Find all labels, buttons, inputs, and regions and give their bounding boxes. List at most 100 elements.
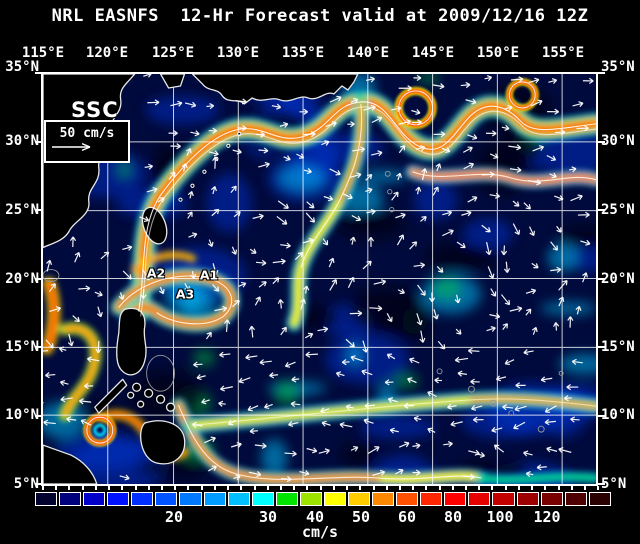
colorbar-cell — [179, 492, 202, 506]
tick-mark — [478, 486, 481, 490]
current-vector-arrow — [272, 277, 280, 285]
current-vector-arrow — [454, 356, 469, 363]
current-vector-arrow — [232, 148, 242, 155]
luzon-island — [116, 307, 147, 376]
current-map: SSC 50 cm/s A1 A2 A3 — [41, 72, 598, 486]
current-vector-arrow — [501, 124, 510, 131]
current-vector-arrow — [398, 119, 412, 126]
tick-mark — [187, 486, 190, 490]
current-vector-arrow — [283, 155, 291, 162]
current-vector-arrow — [362, 260, 372, 270]
lat-tick-label-right: 30°N — [601, 133, 635, 149]
tick-mark — [213, 486, 216, 490]
current-vector-arrow — [510, 76, 524, 83]
lon-tick-label: 135°E — [281, 45, 325, 61]
tick-mark — [266, 486, 269, 490]
current-vector-arrow — [186, 147, 192, 156]
colorbar-cell — [540, 492, 563, 506]
eddy-annotation-label: A3 — [175, 286, 195, 302]
current-vector-arrow — [432, 186, 439, 196]
tick-mark — [598, 346, 605, 348]
current-vector-arrow — [419, 330, 426, 343]
current-vector-arrow — [306, 201, 315, 209]
current-vector-arrow — [567, 316, 574, 328]
tick-mark — [35, 277, 42, 280]
colorbar-cell — [348, 492, 371, 506]
current-vector-arrow — [371, 150, 383, 157]
current-vector-arrow — [558, 296, 565, 307]
current-vector-arrow — [69, 236, 77, 247]
current-vector-arrow — [575, 305, 582, 315]
tick-mark — [35, 482, 42, 485]
lat-tick-label-right: 20°N — [601, 271, 635, 287]
current-vector-arrow — [238, 281, 247, 288]
current-vector-arrow — [463, 162, 475, 170]
current-vector-arrow — [536, 464, 547, 471]
current-vector-arrow — [248, 471, 262, 478]
current-vector-arrow — [403, 402, 415, 409]
current-vector-arrow — [329, 279, 338, 291]
current-vector-arrow — [349, 310, 363, 317]
tick-mark — [385, 486, 388, 490]
colorbar-cell — [372, 492, 395, 506]
colorbar-cell — [516, 492, 539, 506]
lat-tick-label-left: 15°N — [5, 339, 39, 355]
current-vector-arrow — [512, 200, 520, 207]
current-vector-arrow — [248, 325, 256, 338]
lon-tick-label: 130°E — [216, 45, 260, 61]
current-vector-arrow — [529, 226, 536, 237]
tick-mark — [200, 486, 203, 490]
current-vector-arrow — [389, 427, 399, 434]
current-vector-arrow — [255, 259, 267, 266]
current-vector-arrow — [188, 232, 198, 239]
current-vector-arrow — [386, 313, 393, 323]
current-vector-arrow — [433, 131, 446, 138]
lon-tick-label: 145°E — [411, 45, 455, 61]
current-vector-arrow — [437, 340, 446, 350]
tick-mark — [438, 486, 441, 490]
colorbar-cell — [35, 492, 58, 506]
current-vector-arrow — [486, 326, 496, 332]
current-vector-arrow — [546, 446, 558, 453]
current-vector-arrow — [450, 420, 463, 427]
lon-tick-label: 120°E — [85, 45, 129, 61]
current-vector-arrow — [504, 104, 513, 112]
tick-mark — [491, 486, 494, 490]
current-vector-arrow — [443, 440, 453, 448]
lat-tick-label-left: 10°N — [5, 407, 39, 423]
current-vector-arrow — [276, 215, 288, 225]
current-vector-arrow — [66, 416, 77, 423]
current-vector-arrow — [395, 212, 406, 219]
current-vector-arrow — [386, 353, 396, 360]
colorbar-cell — [396, 492, 419, 506]
current-vector-arrow — [193, 361, 203, 368]
tick-mark — [412, 486, 415, 490]
tick-mark — [544, 486, 547, 490]
current-vector-arrow — [146, 186, 158, 193]
tick-mark — [359, 486, 362, 490]
lon-tick-label: 125°E — [151, 45, 195, 61]
current-vector-arrow — [204, 436, 216, 444]
current-vector-arrow — [432, 83, 445, 90]
current-vector-arrow — [191, 421, 203, 428]
tick-mark — [531, 486, 534, 490]
colorbar-cell — [251, 492, 274, 506]
current-vector-arrow — [462, 473, 475, 480]
current-vector-arrow — [563, 395, 572, 402]
current-vector-arrow — [87, 356, 100, 363]
tick-mark — [319, 486, 322, 490]
current-vector-arrow — [369, 305, 383, 312]
current-vector-arrow — [351, 215, 362, 222]
tick-mark — [346, 486, 349, 490]
tick-mark — [35, 346, 42, 348]
current-vector-arrow — [284, 450, 297, 457]
colorbar-cell — [444, 492, 467, 506]
current-vector-arrow — [211, 208, 220, 217]
current-vector-arrow — [460, 81, 471, 89]
tick-mark — [35, 140, 42, 143]
current-vector-arrow — [352, 146, 366, 153]
tick-mark — [55, 486, 58, 490]
current-vector-arrow — [233, 211, 241, 218]
tick-mark — [35, 209, 42, 211]
